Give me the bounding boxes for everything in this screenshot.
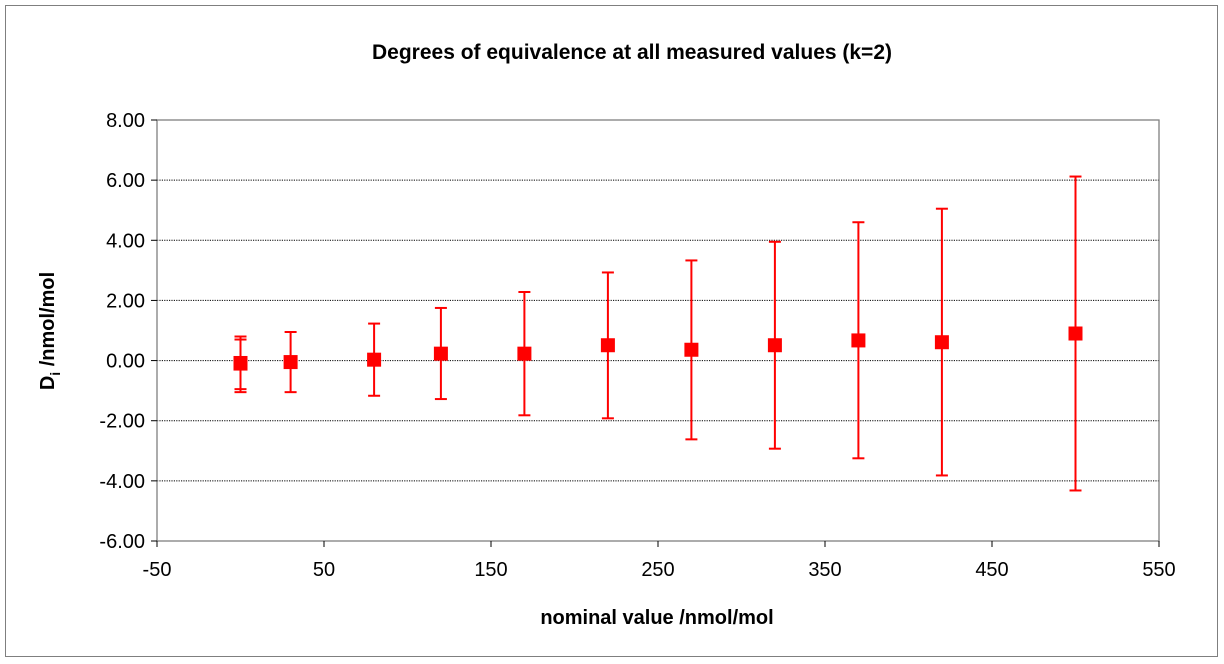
data-point-marker	[767, 338, 782, 353]
data-point-marker	[233, 355, 248, 370]
y-tick-label: -6.00	[99, 531, 145, 553]
data-point-marker	[1068, 326, 1083, 341]
y-tick-label: -2.00	[99, 411, 145, 433]
data-points	[233, 326, 1083, 371]
y-tick-label: 6.00	[106, 170, 145, 192]
y-tick-label: -4.00	[99, 471, 145, 493]
grid-lines	[157, 179, 1159, 482]
x-tick-label: -50	[143, 559, 172, 581]
x-tick-label: 250	[641, 559, 674, 581]
data-point-marker	[517, 346, 532, 361]
y-axis-label: Di /nmol/mol	[37, 272, 63, 390]
x-axis-label: nominal value /nmol/mol	[540, 607, 773, 629]
axis-ticks: -6.00 -4.00 -2.00 0.00 2.00 4.00 6.00 8.00 -50 50…	[99, 110, 1175, 581]
data-point-marker	[283, 355, 298, 370]
x-tick-label: 50	[313, 559, 335, 581]
data-point-marker	[934, 335, 949, 350]
x-tick-label: 150	[474, 559, 507, 581]
y-tick-label: 2.00	[106, 290, 145, 312]
plot-area	[156, 119, 1160, 542]
x-tick-label: 350	[808, 559, 841, 581]
x-tick-label: 450	[975, 559, 1008, 581]
error-bars	[234, 175, 1082, 492]
data-point-marker	[600, 338, 615, 353]
x-tick-label: 550	[1142, 559, 1175, 581]
chart-frame	[5, 5, 1218, 657]
y-tick-label: 4.00	[106, 230, 145, 252]
chart-title: Degrees of equivalence at all measured v…	[372, 41, 892, 64]
data-point-marker	[684, 342, 699, 357]
data-point-marker	[851, 333, 866, 348]
y-tick-label: 0.00	[106, 351, 145, 373]
data-point-marker	[367, 352, 382, 367]
y-tick-label: 8.00	[106, 110, 145, 132]
data-point-marker	[433, 346, 448, 361]
